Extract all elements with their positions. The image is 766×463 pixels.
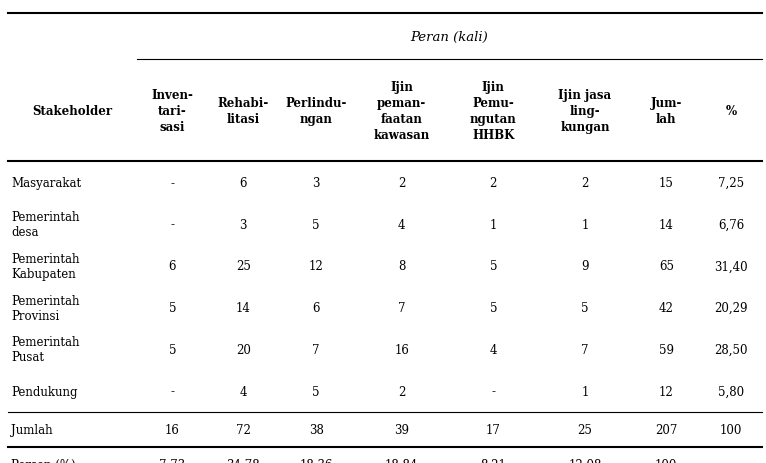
Text: 8: 8 [398, 260, 405, 273]
Text: 100: 100 [720, 423, 742, 436]
Text: 31,40: 31,40 [714, 260, 748, 273]
Text: 2: 2 [489, 176, 497, 189]
Text: -: - [170, 176, 175, 189]
Text: 8,21: 8,21 [480, 457, 506, 463]
Text: 18,84: 18,84 [385, 457, 418, 463]
Text: 16: 16 [394, 343, 409, 356]
Text: Ijin
peman-
faatan
kawasan: Ijin peman- faatan kawasan [374, 81, 430, 142]
Text: -: - [491, 385, 496, 398]
Text: 7,25: 7,25 [718, 176, 744, 189]
Text: Pemerintah
Kabupaten: Pemerintah Kabupaten [11, 252, 80, 280]
Text: Ijin
Pemu-
ngutan
HHBK: Ijin Pemu- ngutan HHBK [470, 81, 517, 142]
Text: 5: 5 [489, 301, 497, 314]
Text: 7,73: 7,73 [159, 457, 185, 463]
Text: 4: 4 [398, 218, 405, 231]
Text: 15: 15 [659, 176, 674, 189]
Text: Perlindu-
ngan: Perlindu- ngan [286, 97, 347, 125]
Text: Jum-
lah: Jum- lah [650, 97, 682, 125]
Text: 20: 20 [236, 343, 250, 356]
Text: 1: 1 [489, 218, 497, 231]
Text: 5: 5 [313, 218, 320, 231]
Text: 34,78: 34,78 [227, 457, 260, 463]
Text: Ijin jasa
ling-
kungan: Ijin jasa ling- kungan [558, 89, 611, 133]
Text: 4: 4 [240, 385, 247, 398]
Text: 18,36: 18,36 [300, 457, 333, 463]
Text: 20,29: 20,29 [714, 301, 748, 314]
Text: 207: 207 [655, 423, 677, 436]
Text: 7: 7 [398, 301, 405, 314]
Text: 3: 3 [240, 218, 247, 231]
Text: Pemerintah
desa: Pemerintah desa [11, 211, 80, 238]
Text: 7: 7 [313, 343, 320, 356]
Text: Stakeholder: Stakeholder [32, 105, 113, 118]
Text: 42: 42 [659, 301, 674, 314]
Text: 39: 39 [394, 423, 409, 436]
Text: 5: 5 [169, 301, 176, 314]
Text: 5,80: 5,80 [718, 385, 744, 398]
Text: Pemerintah
Provinsi: Pemerintah Provinsi [11, 294, 80, 322]
Text: 9: 9 [581, 260, 589, 273]
Text: 2: 2 [398, 385, 405, 398]
Text: 5: 5 [581, 301, 589, 314]
Text: 4: 4 [489, 343, 497, 356]
Text: Masyarakat: Masyarakat [11, 176, 82, 189]
Text: Pendukung: Pendukung [11, 385, 78, 398]
Text: 7: 7 [581, 343, 589, 356]
Text: %: % [725, 105, 736, 118]
Text: -: - [170, 385, 175, 398]
Text: 2: 2 [581, 176, 589, 189]
Text: 3: 3 [313, 176, 320, 189]
Text: 6: 6 [240, 176, 247, 189]
Text: 72: 72 [236, 423, 250, 436]
Text: 5: 5 [489, 260, 497, 273]
Text: 28,50: 28,50 [714, 343, 748, 356]
Text: 12,08: 12,08 [568, 457, 602, 463]
Text: 25: 25 [578, 423, 592, 436]
Text: Persen (%): Persen (%) [11, 457, 76, 463]
Text: 6,76: 6,76 [718, 218, 744, 231]
Text: 59: 59 [659, 343, 674, 356]
Text: 5: 5 [169, 343, 176, 356]
Text: Jumlah: Jumlah [11, 423, 53, 436]
Text: 6: 6 [169, 260, 176, 273]
Text: 12: 12 [309, 260, 323, 273]
Text: 14: 14 [659, 218, 674, 231]
Text: 5: 5 [313, 385, 320, 398]
Text: 17: 17 [486, 423, 501, 436]
Text: 38: 38 [309, 423, 323, 436]
Text: Peran (kali): Peran (kali) [411, 31, 489, 44]
Text: 16: 16 [165, 423, 180, 436]
Text: Pemerintah
Pusat: Pemerintah Pusat [11, 336, 80, 363]
Text: 2: 2 [398, 176, 405, 189]
Text: 12: 12 [659, 385, 673, 398]
Text: 6: 6 [313, 301, 320, 314]
Text: 25: 25 [236, 260, 250, 273]
Text: Rehabi-
litasi: Rehabi- litasi [218, 97, 269, 125]
Text: 1: 1 [581, 385, 589, 398]
Text: -: - [170, 218, 175, 231]
Text: Inven-
tari-
sasi: Inven- tari- sasi [152, 89, 193, 133]
Text: 1: 1 [581, 218, 589, 231]
Text: 65: 65 [659, 260, 674, 273]
Text: 100: 100 [655, 457, 677, 463]
Text: 14: 14 [236, 301, 250, 314]
